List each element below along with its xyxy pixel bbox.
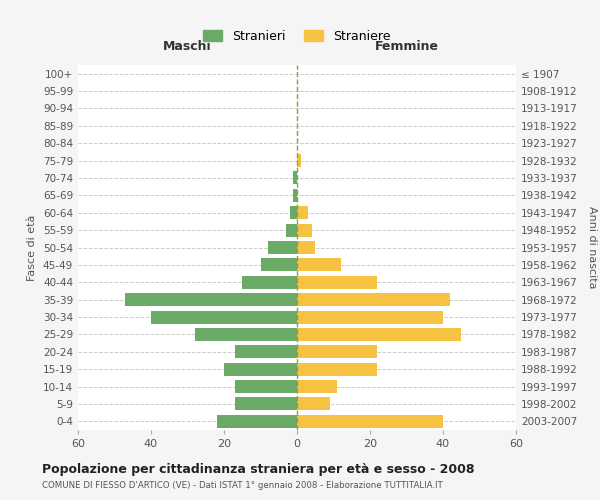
Bar [293,189,297,202]
Bar [297,276,377,289]
Bar [297,346,377,358]
Bar [297,328,461,341]
Bar [151,310,297,324]
Bar [297,310,443,324]
Bar [297,398,330,410]
Bar [297,293,450,306]
Text: Maschi: Maschi [163,40,212,53]
Bar [217,415,297,428]
Bar [297,206,308,220]
Y-axis label: Anni di nascita: Anni di nascita [587,206,597,289]
Legend: Stranieri, Straniere: Stranieri, Straniere [197,24,397,50]
Bar [297,154,301,167]
Y-axis label: Fasce di età: Fasce di età [28,214,37,280]
Bar [268,241,297,254]
Bar [195,328,297,341]
Bar [260,258,297,272]
Bar [297,258,341,272]
Bar [125,293,297,306]
Bar [224,362,297,376]
Bar [297,415,443,428]
Bar [235,398,297,410]
Text: COMUNE DI FIESSO D'ARTICO (VE) - Dati ISTAT 1° gennaio 2008 - Elaborazione TUTTI: COMUNE DI FIESSO D'ARTICO (VE) - Dati IS… [42,481,443,490]
Text: Femmine: Femmine [374,40,439,53]
Bar [242,276,297,289]
Bar [235,346,297,358]
Bar [286,224,297,236]
Bar [297,380,337,393]
Bar [235,380,297,393]
Bar [297,362,377,376]
Text: Popolazione per cittadinanza straniera per età e sesso - 2008: Popolazione per cittadinanza straniera p… [42,462,475,475]
Bar [290,206,297,220]
Bar [293,172,297,184]
Bar [297,224,311,236]
Bar [297,241,315,254]
